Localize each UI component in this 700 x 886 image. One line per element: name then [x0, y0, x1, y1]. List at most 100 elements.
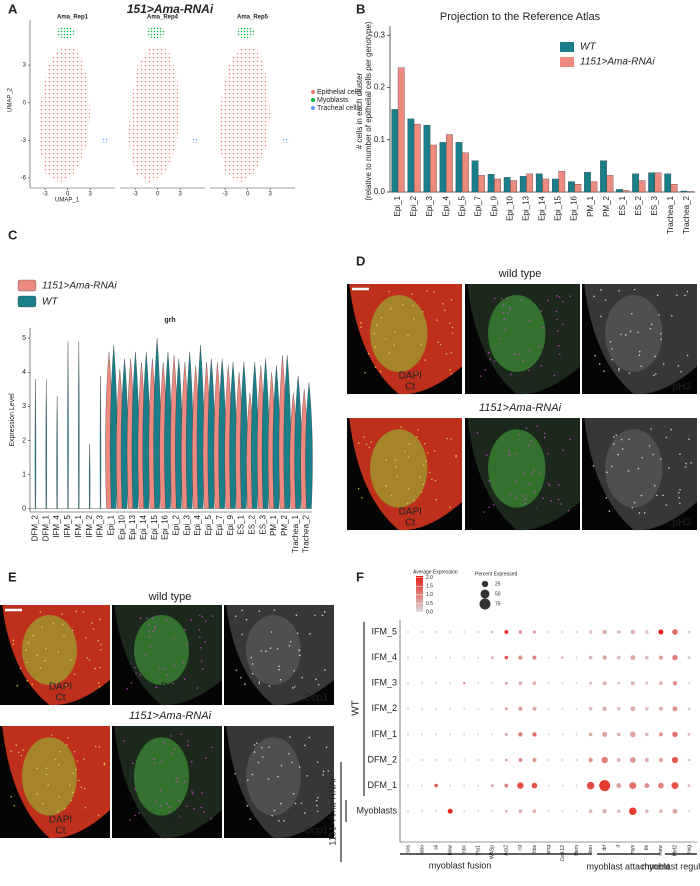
legend-label: 1151>Ama-RNAi [580, 57, 655, 68]
gene-label: hbs [532, 845, 538, 854]
channel-label: pH3 [673, 382, 692, 393]
row-label: IFM_3 [371, 678, 397, 688]
group-label: myoblast fusion [429, 860, 492, 870]
violin [218, 358, 226, 509]
x-tick-label: Epi_10 [117, 514, 126, 539]
speckle [529, 440, 532, 443]
speckle [139, 617, 142, 619]
speckle [522, 472, 525, 475]
dot [547, 707, 550, 710]
speckle [176, 777, 179, 779]
bar [568, 181, 575, 193]
speckle [665, 504, 668, 506]
speckle [204, 620, 207, 622]
bar [494, 178, 501, 193]
bar [429, 144, 437, 193]
bar [680, 190, 688, 193]
speckle [451, 326, 454, 329]
legend-title: Percent Expressed [475, 571, 517, 577]
legend-label: 1151>Ama-RNAi [42, 281, 117, 292]
dot [616, 707, 621, 711]
speckle [662, 494, 664, 497]
dot [477, 810, 480, 813]
group-label: 1151>Ama-RNAi [327, 778, 337, 845]
speckle [637, 331, 639, 334]
x-tick-label: Epi_10 [506, 195, 515, 220]
cell-cloud [38, 46, 91, 183]
speckle [535, 507, 538, 510]
speckle [289, 736, 291, 738]
speckle [633, 501, 636, 504]
cell-cloud [281, 137, 290, 143]
dot [463, 758, 466, 762]
speckle [180, 733, 182, 735]
speckle [450, 352, 453, 354]
x-tick-label: Epi_2 [409, 195, 418, 216]
dot [420, 630, 424, 634]
speckle [26, 661, 29, 664]
dot [518, 809, 523, 813]
speckle [424, 442, 426, 445]
dot [645, 681, 649, 685]
speckle [162, 668, 165, 670]
speckle [279, 678, 282, 681]
channel-label: DAPI [49, 815, 72, 826]
speckle [154, 625, 156, 628]
speckle [296, 632, 299, 634]
y-tick-label: 2 [22, 437, 26, 444]
speckle [308, 736, 311, 739]
tissue [134, 615, 189, 685]
dot [687, 630, 691, 634]
channel-label: DAPI [399, 371, 422, 382]
speckle [321, 614, 324, 617]
dot [658, 629, 664, 635]
speckle [543, 436, 546, 439]
speckle [251, 663, 254, 665]
speckle [50, 734, 53, 736]
speckle [31, 683, 34, 686]
speckle [151, 617, 154, 619]
cell-cloud [218, 46, 271, 183]
speckle [514, 497, 517, 499]
speckle [317, 796, 319, 799]
x-tick-label: Epi_2 [172, 514, 181, 535]
speckle [173, 791, 175, 793]
bar [638, 180, 646, 193]
bar [510, 180, 517, 193]
speckle [245, 618, 248, 621]
dot [449, 733, 452, 736]
dot [588, 757, 593, 763]
speckle [640, 365, 643, 367]
speckle [196, 687, 199, 689]
dot [490, 630, 494, 634]
speckle [97, 682, 100, 684]
dot [617, 681, 621, 685]
speckle [41, 626, 43, 629]
speckle [396, 475, 399, 478]
dot [504, 783, 509, 788]
dot [547, 784, 550, 787]
dot [477, 656, 480, 659]
dot [687, 707, 691, 711]
dot [504, 655, 509, 660]
speckle [407, 488, 410, 490]
dot [616, 757, 621, 763]
speckle [450, 438, 452, 440]
dot [561, 733, 564, 736]
speckle [22, 749, 24, 751]
bar [487, 174, 495, 193]
speckle [316, 804, 318, 807]
speckle [280, 802, 282, 805]
speckle [13, 804, 16, 807]
speckle [153, 762, 156, 764]
bar [632, 173, 639, 193]
speckle [370, 441, 373, 443]
speckle [569, 295, 572, 297]
speckle [679, 488, 681, 491]
speckle [291, 761, 293, 764]
x-tick-label: Epi_4 [193, 514, 202, 535]
x-tick-label: Epi_13 [522, 195, 531, 220]
legend-swatch [17, 279, 37, 292]
speckle [173, 664, 175, 667]
speckle [484, 368, 487, 371]
